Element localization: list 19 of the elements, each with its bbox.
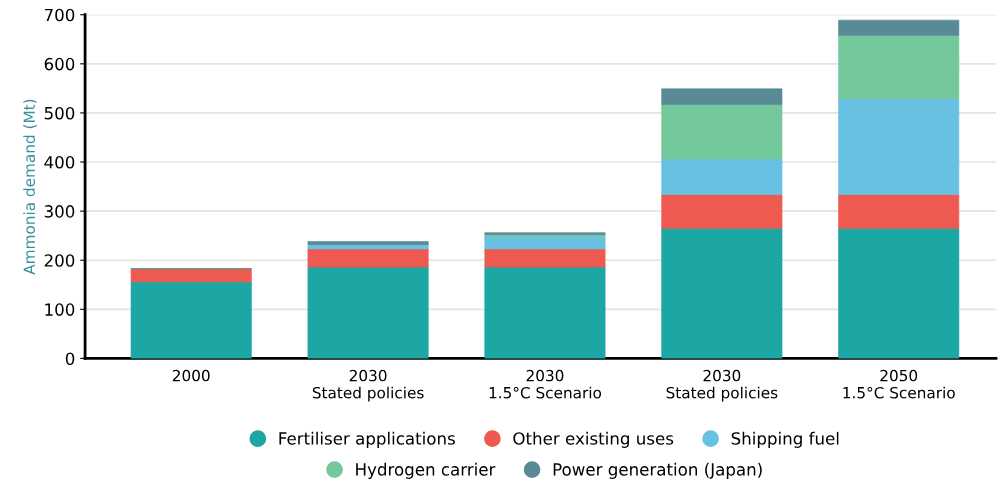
legend-label: Fertiliser applications <box>279 431 455 448</box>
y-axis-title: Ammonia demand (Mt) <box>23 99 37 275</box>
legend-label: Shipping fuel <box>731 431 839 448</box>
y-tick-label: 700 <box>44 8 75 22</box>
x-tick-label: 2030 1.5°C Scenario <box>489 369 602 399</box>
x-tick-label: 2050 1.5°C Scenario <box>843 369 955 399</box>
y-tick-label: 300 <box>44 205 75 218</box>
x-tick-label: 2030 Stated policies <box>312 369 424 402</box>
y-tick-label: 200 <box>44 254 75 267</box>
y-tick-label: 100 <box>45 303 75 316</box>
x-tick-label: 2030 Stated policies <box>666 369 778 402</box>
legend-label: Power generation (Japan) <box>553 462 762 479</box>
y-tick-label: 400 <box>44 155 75 169</box>
legend-label: Hydrogen carrier <box>356 462 496 479</box>
y-tick-label: 500 <box>44 106 75 120</box>
y-tick-label: 0 <box>65 352 75 365</box>
y-tick-label: 600 <box>44 57 75 71</box>
legend-label: Other existing uses <box>513 431 674 448</box>
x-tick-label: 2000 <box>172 369 210 382</box>
